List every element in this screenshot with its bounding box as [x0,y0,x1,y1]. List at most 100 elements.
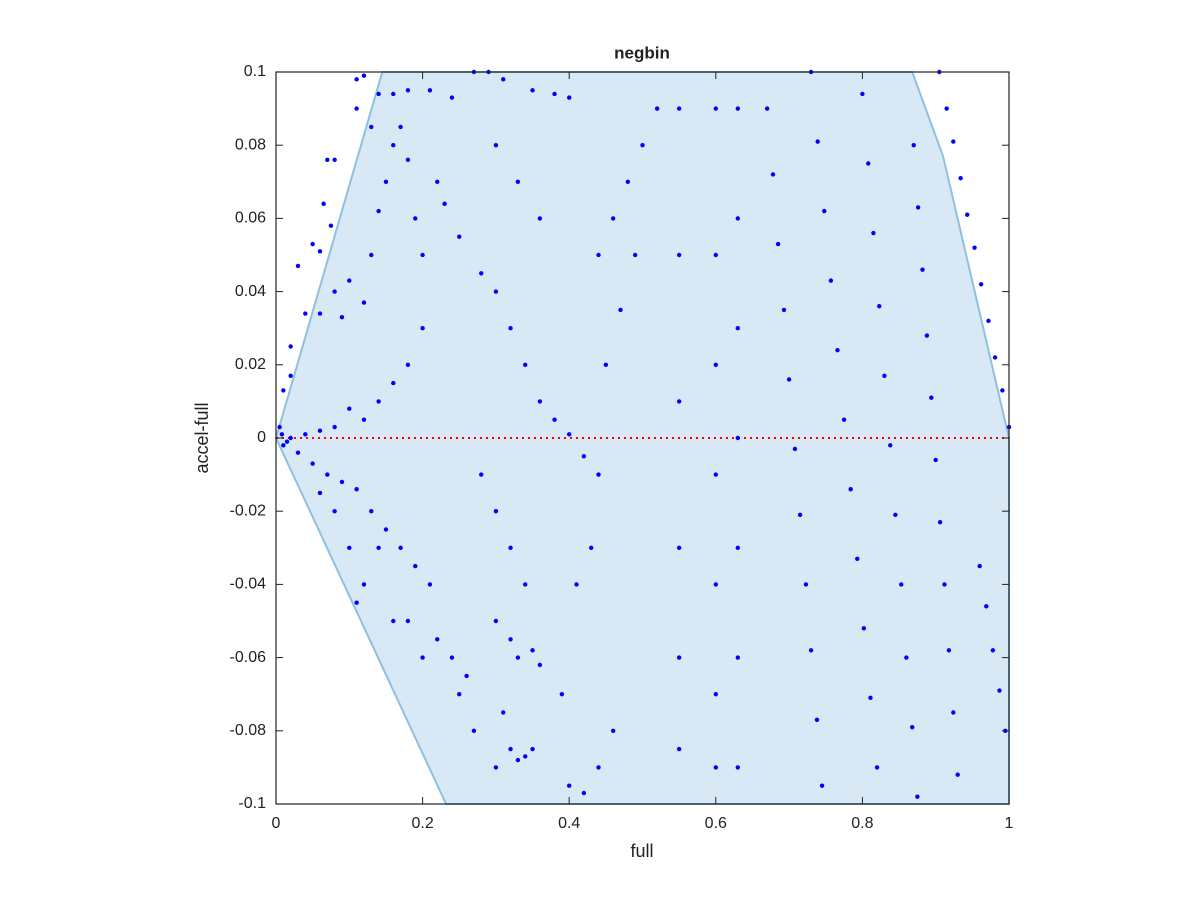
data-point [508,637,513,642]
data-point [288,435,293,441]
data-point [277,424,282,430]
data-point [530,88,535,93]
data-point [354,106,359,111]
data-point [978,282,984,287]
data-point [420,326,425,331]
data-point [944,106,949,111]
data-point [361,582,367,587]
data-point [464,673,469,679]
data-point [317,490,323,496]
data-point [855,556,860,561]
data-point [339,479,345,485]
data-point [361,417,367,422]
data-point [376,545,381,550]
data-point [405,157,411,163]
y-tick-label: 0.08 [235,136,266,153]
data-point [310,461,315,466]
data-point [882,373,887,378]
data-point [317,428,323,433]
x-tick-label: 0.8 [851,815,873,832]
data-point [303,432,308,437]
data-point [284,439,290,444]
data-point [391,91,396,97]
data-point [735,435,740,441]
data-point [713,362,718,367]
data-point [391,380,396,386]
data-point [735,216,740,221]
data-point [376,399,381,404]
data-point [888,443,893,448]
data-point [325,157,330,163]
data-point [972,245,977,250]
data-point [893,512,898,518]
y-tick-label: -0.1 [238,795,266,812]
data-point [808,648,814,653]
data-point [501,77,506,82]
data-point [946,648,952,653]
data-point [819,783,825,788]
chart-title: negbin [614,43,670,62]
data-point [803,582,809,587]
data-point [610,728,616,733]
data-point [924,333,930,338]
data-point [861,626,867,631]
data-point [376,208,381,214]
data-point [398,545,403,550]
data-point [618,307,623,313]
data-point [281,388,286,393]
data-point [508,746,513,752]
data-point [479,271,484,276]
y-tick-label: -0.08 [230,722,267,739]
data-point [676,399,682,404]
data-point [435,637,440,642]
x-tick-label: 0.4 [558,815,580,832]
data-point [493,509,499,514]
data-point [786,377,792,382]
data-point [383,179,389,184]
data-point [835,347,840,353]
data-point [581,454,587,459]
data-point [929,395,934,400]
y-tick-label: 0.02 [235,356,266,373]
data-point [493,289,499,294]
data-point [596,472,601,477]
data-point [581,790,587,796]
data-point [317,311,323,316]
data-point [427,582,433,587]
data-point [288,344,293,349]
data-point [676,545,682,550]
data-point [567,783,572,788]
y-tick-label: -0.02 [230,502,267,519]
data-point [354,600,359,605]
data-point [567,95,572,100]
data-point [797,512,803,518]
data-point [992,355,998,360]
data-point [361,300,367,305]
data-point [654,106,660,111]
data-point [369,509,374,514]
data-point [398,124,403,130]
data-point [328,223,334,228]
data-point [764,106,770,111]
data-point [281,443,286,448]
data-point [391,618,396,624]
y-tick-label: 0.1 [244,63,266,80]
data-point [537,216,543,221]
data-point [508,326,513,331]
data-point [911,143,916,148]
data-point [997,688,1002,693]
data-point [815,139,820,144]
data-point [713,252,718,258]
data-point [332,157,337,163]
data-point [295,450,301,455]
data-point [413,216,418,221]
data-point [457,692,462,697]
data-point [860,91,865,97]
data-point [530,648,535,653]
data-point [515,757,521,763]
x-tick-label: 0.6 [705,815,727,832]
data-point [523,582,528,587]
data-point [405,362,411,367]
x-tick-label: 1 [1005,815,1014,832]
data-point [965,212,970,217]
